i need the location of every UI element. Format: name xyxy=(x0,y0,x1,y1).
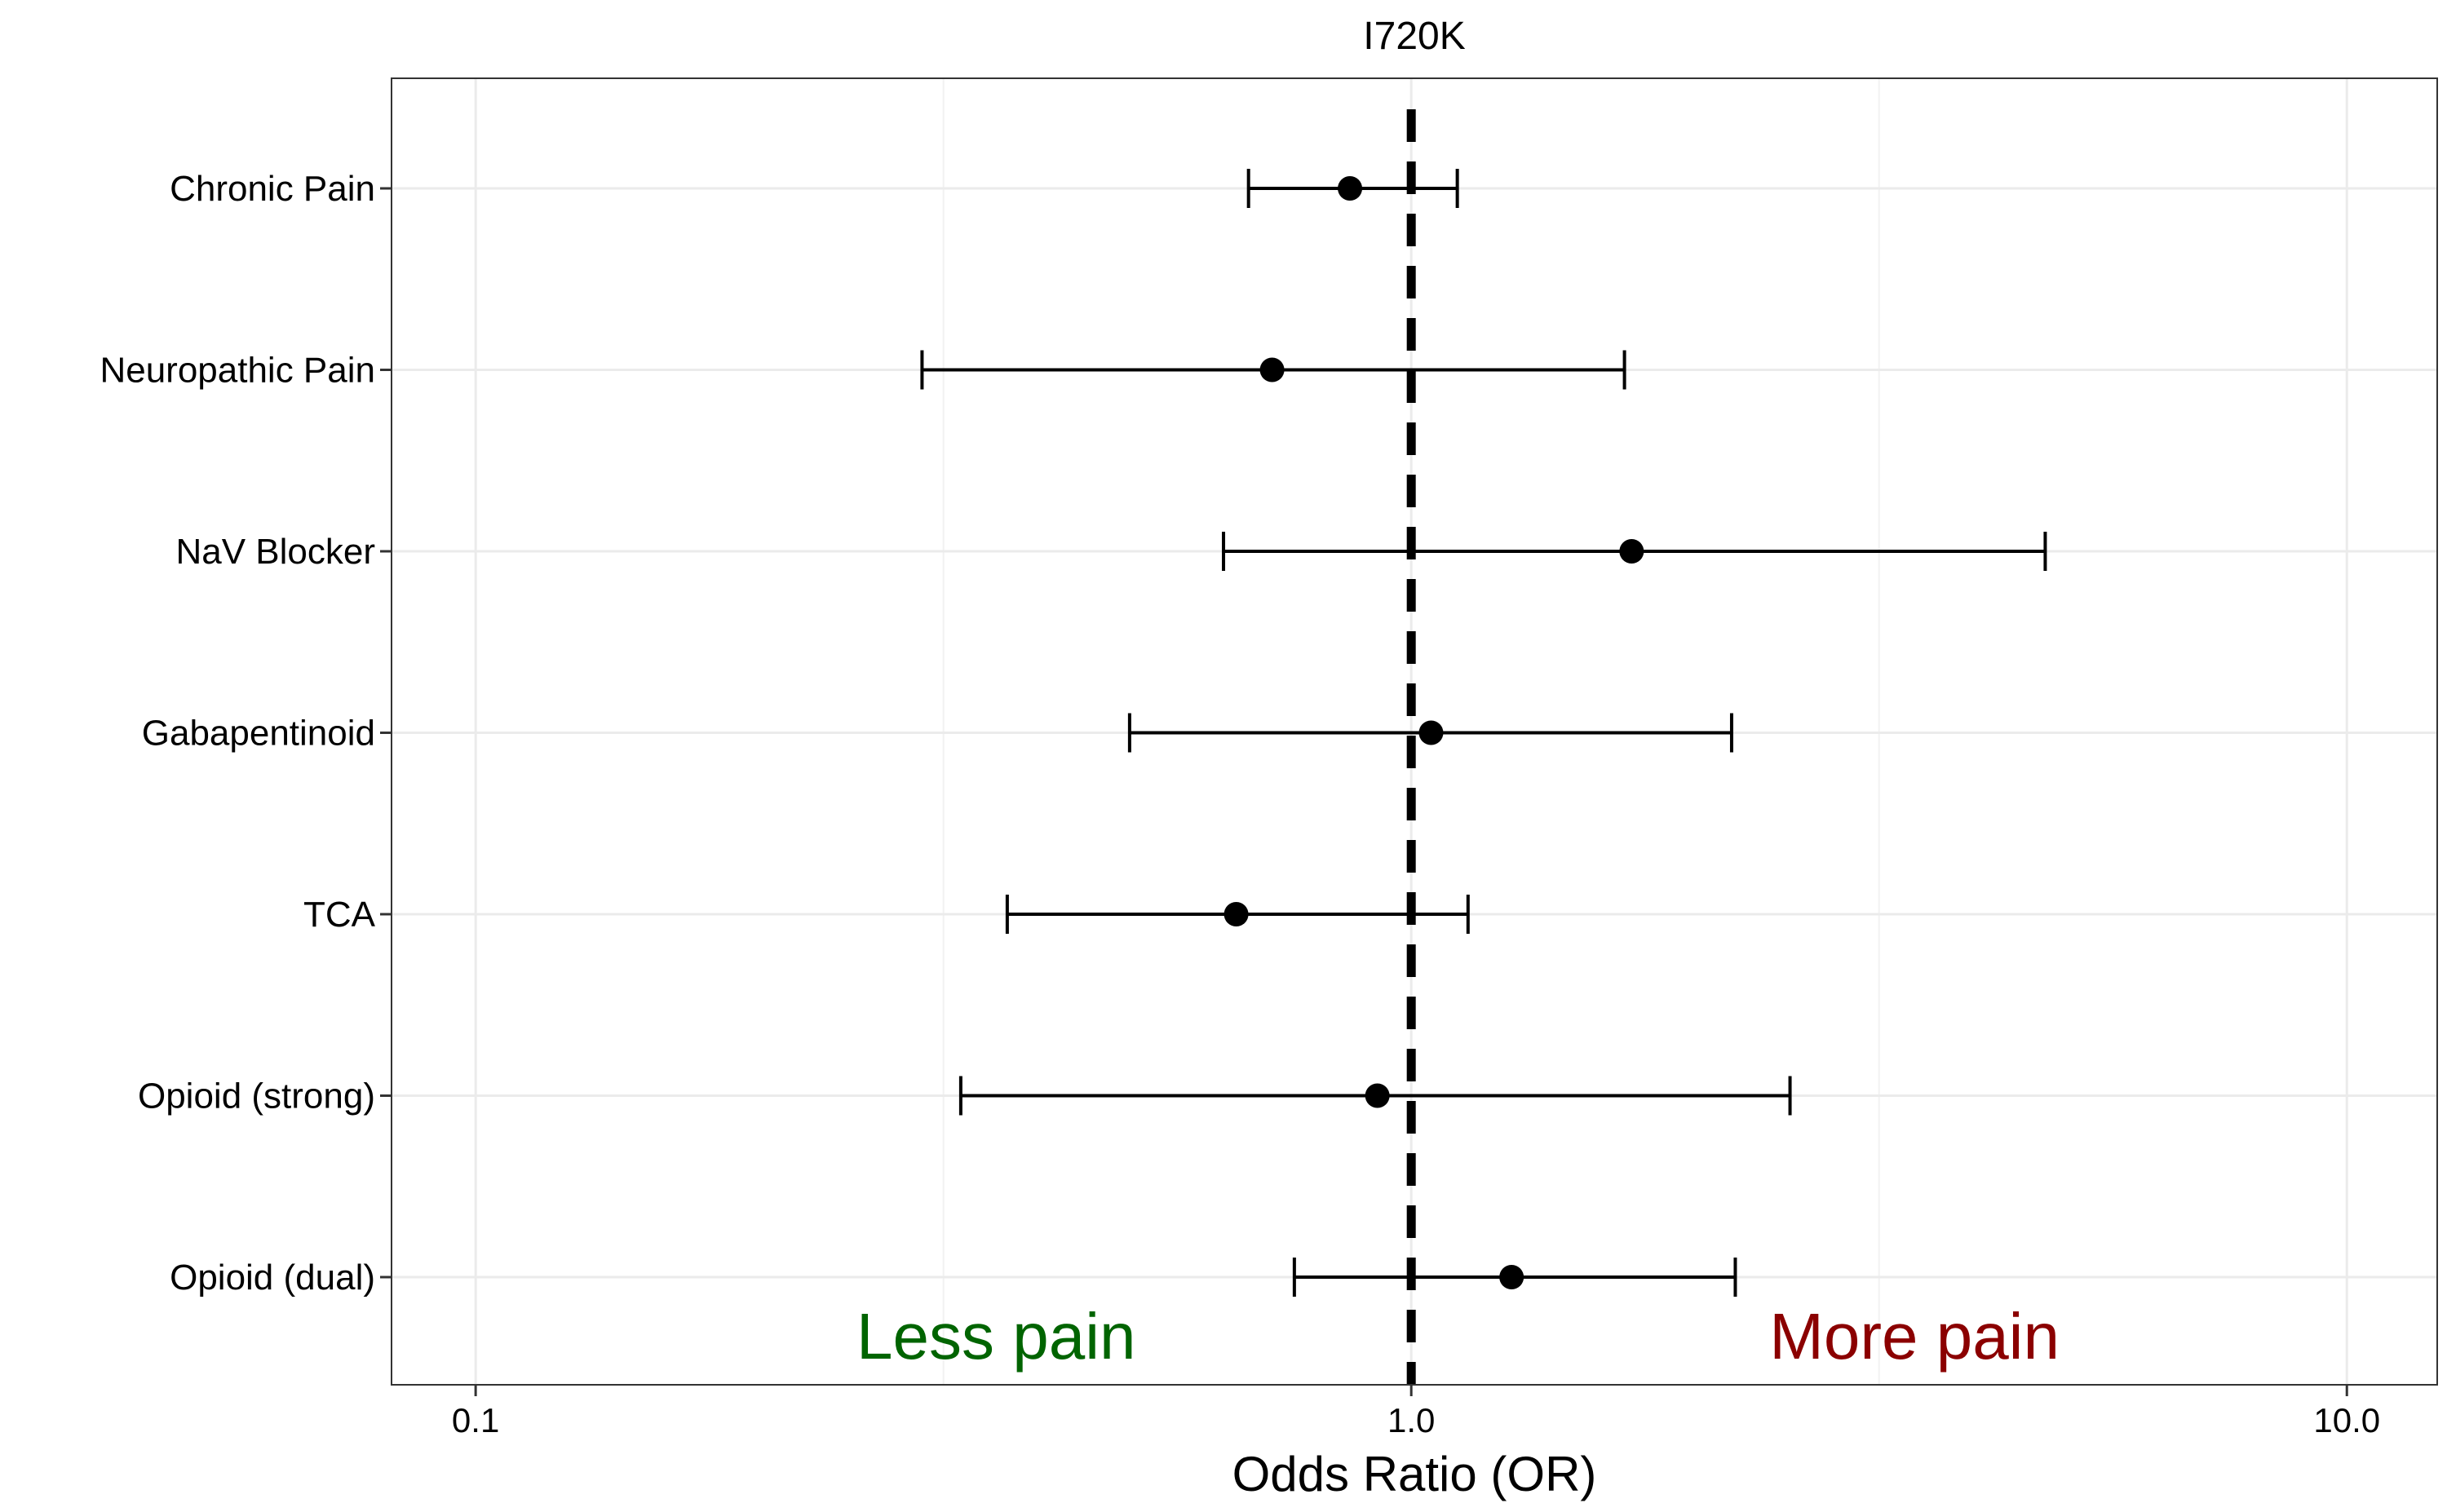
y-tick-label: Chronic Pain xyxy=(170,169,375,209)
y-tick-label: Gabapentinoid xyxy=(142,714,375,754)
x-tick-label: 10.0 xyxy=(2313,1401,2380,1439)
x-axis: 0.1 1.0 10.0 xyxy=(452,1385,2380,1439)
y-tick-label: Opioid (strong) xyxy=(138,1077,375,1116)
x-tick-label: 1.0 xyxy=(1387,1401,1435,1439)
annotation-label: More pain xyxy=(1769,1300,2060,1373)
data-point xyxy=(1619,539,1644,564)
y-tick-label: Neuropathic Pain xyxy=(100,351,375,391)
x-axis-label: Odds Ratio (OR) xyxy=(1232,1447,1597,1501)
data-point xyxy=(1365,1083,1390,1108)
data-point xyxy=(1259,357,1285,382)
data-point xyxy=(1338,176,1363,201)
x-tick-label: 0.1 xyxy=(452,1401,499,1439)
y-axis: Chronic Pain Neuropathic Pain NaV Blocker G… xyxy=(100,169,392,1298)
y-tick-label: TCA xyxy=(303,895,376,935)
y-tick-label: Opioid (dual) xyxy=(170,1258,375,1298)
annotations: Less pain More pain xyxy=(856,1300,2060,1373)
data-point xyxy=(1224,902,1249,926)
y-tick-label: NaV Blocker xyxy=(175,532,375,572)
data-point xyxy=(1418,720,1444,745)
points xyxy=(1224,176,1644,1289)
data-point xyxy=(1499,1265,1524,1289)
chart-title: I720K xyxy=(1363,15,1465,58)
annotation-label: Less pain xyxy=(856,1300,1135,1373)
